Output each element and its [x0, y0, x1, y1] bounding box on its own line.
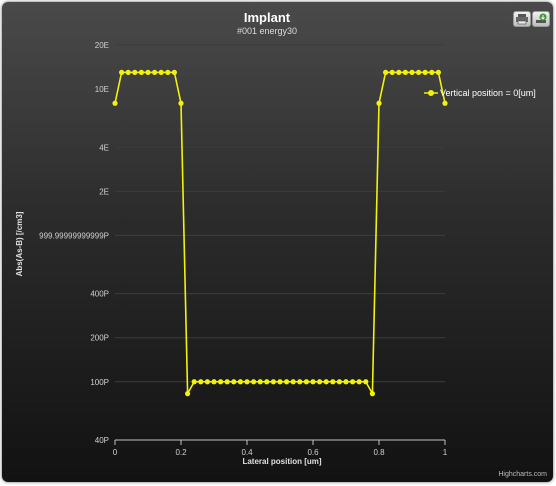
data-point	[132, 69, 138, 75]
data-point	[336, 379, 342, 385]
data-point	[158, 69, 164, 75]
data-point	[409, 69, 415, 75]
data-point	[330, 379, 336, 385]
data-point	[204, 379, 210, 385]
data-point	[178, 100, 184, 106]
data-point	[211, 379, 217, 385]
printer-icon	[516, 14, 528, 25]
data-point	[138, 69, 144, 75]
data-point	[119, 69, 125, 75]
data-point	[264, 379, 270, 385]
data-point	[125, 69, 131, 75]
data-point	[416, 69, 422, 75]
data-point	[303, 379, 309, 385]
y-tick-label: 999.99999999999P	[39, 231, 109, 240]
x-tick-label: 0.4	[241, 448, 253, 457]
export-button[interactable]	[532, 11, 550, 27]
x-tick-label: 0.2	[175, 448, 187, 457]
series-group	[112, 69, 448, 397]
x-tick-label: 1	[443, 448, 448, 457]
export-icon	[536, 13, 547, 23]
data-point	[270, 379, 276, 385]
y-tick-label: 40P	[95, 436, 109, 445]
y-tick-label: 20E	[95, 41, 109, 50]
data-point	[277, 379, 283, 385]
x-axis-title: Lateral position [um]	[242, 457, 321, 466]
data-point	[317, 379, 323, 385]
x-tick-label: 0.6	[307, 448, 319, 457]
data-point	[323, 379, 329, 385]
data-point	[290, 379, 296, 385]
data-point	[350, 379, 356, 385]
data-point	[383, 69, 389, 75]
series-line	[114, 71, 446, 397]
y-tick-label: 2E	[99, 187, 109, 196]
data-point	[442, 100, 448, 106]
data-point	[244, 379, 250, 385]
data-point	[396, 69, 402, 75]
data-point	[435, 69, 441, 75]
chart-subtitle: #001 energy30	[237, 26, 297, 36]
data-point	[185, 391, 191, 397]
y-tick-label: 400P	[90, 290, 109, 299]
data-point	[224, 379, 230, 385]
data-point	[429, 69, 435, 75]
data-point	[356, 379, 362, 385]
data-point	[363, 379, 369, 385]
y-tick-label: 200P	[90, 334, 109, 343]
data-point	[198, 379, 204, 385]
x-axis-ticks: 0 0.2 0.4 0.6 0.8 1	[113, 440, 448, 457]
data-point	[369, 391, 375, 397]
y-axis-title: Abs(As-B) [/cm3]	[15, 211, 24, 276]
chart-title: Implant	[244, 10, 291, 25]
legend-marker	[428, 90, 434, 96]
data-point	[343, 379, 349, 385]
x-tick-label: 0	[113, 448, 118, 457]
data-point	[171, 69, 177, 75]
data-point	[422, 69, 428, 75]
y-axis-ticks: 20E 10E 4E 2E 999.99999999999P 400P 200P 100P 40…	[39, 41, 109, 445]
data-point	[191, 379, 197, 385]
chart-container: Implant #001 energy30 20E 10E 4E 2E 999.9999…	[2, 2, 553, 482]
x-tick-label: 0.8	[373, 448, 385, 457]
credits-link[interactable]: Highcharts.com	[498, 471, 547, 478]
print-button[interactable]	[513, 11, 531, 27]
data-point	[376, 100, 382, 106]
chart-svg: Implant #001 energy30 20E 10E 4E 2E 999.9999…	[15, 10, 547, 478]
legend[interactable]: Vertical position = 0[um]	[424, 88, 536, 98]
data-point	[165, 69, 171, 75]
y-tick-label: 10E	[95, 85, 109, 94]
data-point	[310, 379, 316, 385]
data-point	[389, 69, 395, 75]
y-tick-label: 100P	[90, 378, 109, 387]
data-point	[231, 379, 237, 385]
data-point	[218, 379, 224, 385]
data-point	[402, 69, 408, 75]
data-point	[237, 379, 243, 385]
data-point	[284, 379, 290, 385]
y-tick-label: 4E	[99, 143, 109, 152]
data-point	[112, 100, 118, 106]
legend-label: Vertical position = 0[um]	[440, 88, 536, 98]
data-point	[152, 69, 158, 75]
data-point	[145, 69, 151, 75]
data-point	[251, 379, 257, 385]
data-point	[297, 379, 303, 385]
data-point	[257, 379, 263, 385]
